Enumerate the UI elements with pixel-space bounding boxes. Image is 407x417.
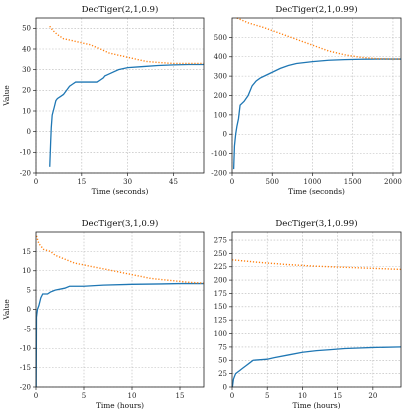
x-tick-label: 30: [123, 178, 132, 186]
panel-dectiger-2-1-0.99: 0 500 1000 1500 2000 -200 -100 0 100 200 300 400 500…: [211, 4, 402, 196]
chart-title: DecTiger(2,1,0.9): [82, 4, 159, 15]
x-tick-label: 2000: [384, 178, 402, 186]
y-tick-label: 10: [22, 107, 31, 115]
x-tick-label: 5: [265, 392, 269, 400]
y-tick-label: 200: [214, 92, 227, 100]
x-tick-label: 45: [169, 178, 178, 186]
y-tick-label: 0: [27, 128, 31, 136]
y-tick-label: 25: [218, 370, 227, 378]
x-tick-label: 15: [176, 392, 185, 400]
y-tick-label: 50: [22, 25, 31, 33]
chart-title: DecTiger(2,1,0.99): [275, 4, 357, 15]
y-tick-label: -15: [20, 364, 31, 372]
x-tick-label: 20: [368, 392, 377, 400]
y-axis-label: Value: [2, 85, 11, 107]
y-tick-label: -100: [211, 150, 227, 158]
x-tick-label: 5: [82, 392, 86, 400]
y-tick-label: 250: [214, 250, 227, 258]
x-axis-label: Time (seconds): [92, 187, 149, 196]
series-line-1: [236, 17, 401, 60]
x-tick-label: 10: [298, 392, 307, 400]
y-tick-label: -10: [20, 345, 31, 353]
x-tick-label: 0: [230, 178, 234, 186]
y-tick-label: 0: [27, 306, 31, 314]
x-tick-label: 0: [230, 392, 234, 400]
series-line-1: [231, 259, 402, 271]
x-tick-label: 500: [266, 178, 279, 186]
y-tick-label: 500: [214, 34, 227, 42]
x-axis-label: Time (seconds): [288, 187, 345, 196]
y-tick-label: 40: [22, 45, 31, 53]
series-line-0: [35, 282, 204, 388]
y-tick-label: 100: [214, 330, 227, 338]
x-tick-label: 15: [333, 392, 342, 400]
series-line-0: [49, 63, 204, 167]
y-tick-label: 50: [218, 357, 227, 365]
x-tick-label: 1000: [304, 178, 322, 186]
y-tick-label: 10: [22, 267, 31, 275]
series-line-0: [232, 58, 401, 170]
y-tick-label: -20: [20, 383, 31, 391]
x-tick-label: 10: [128, 392, 137, 400]
y-tick-label: -20: [20, 169, 31, 177]
y-tick-label: 175: [214, 290, 227, 298]
y-tick-label: 100: [214, 111, 227, 119]
y-tick-label: 0: [223, 131, 227, 139]
panel-dectiger-2-1-0.9: 0 15 30 45 -20 -10 0 10 20 30 40 50 DecTiger(2,1,0.9…: [2, 4, 205, 196]
y-tick-label: -5: [24, 325, 31, 333]
y-tick-label: 225: [214, 263, 227, 271]
axes-frame: [35, 17, 205, 174]
y-tick-label: -200: [211, 169, 227, 177]
series-line-0: [231, 346, 402, 388]
y-tick-label: 5: [27, 287, 31, 295]
y-tick-label: 20: [22, 87, 31, 95]
chart-title: DecTiger(3,1,0.9): [82, 218, 159, 229]
y-tick-label: -10: [20, 149, 31, 157]
panel-dectiger-3-1-0.99: 0 5 10 15 200255075100125150175200225250275D…: [214, 218, 402, 410]
x-tick-label: 1500: [344, 178, 362, 186]
y-tick-label: 15: [22, 248, 31, 256]
y-tick-label: 150: [214, 303, 227, 311]
series-line-1: [35, 235, 205, 284]
y-axis-label: Value: [2, 299, 11, 321]
y-tick-label: 400: [214, 53, 227, 61]
y-tick-label: 300: [214, 73, 227, 81]
x-tick-label: 0: [34, 392, 38, 400]
x-tick-label: 15: [77, 178, 86, 186]
y-tick-label: 125: [214, 317, 227, 325]
chart-title: DecTiger(3,1,0.99): [275, 218, 357, 229]
x-tick-label: 0: [34, 178, 38, 186]
y-tick-label: 30: [22, 66, 31, 74]
panel-dectiger-3-1-0.9: 0 5 10 15 -20 -15 -10 -5 0 5 10 15 DecTiger(3,1,0.9)…: [2, 218, 205, 410]
y-tick-label: 275: [214, 236, 227, 244]
y-tick-label: 75: [218, 343, 227, 351]
y-tick-label: 200: [214, 277, 227, 285]
x-axis-label: Time (hours): [292, 401, 340, 410]
y-tick-label: 0: [223, 383, 227, 391]
axes-frame: [231, 231, 402, 388]
x-axis-label: Time (hours): [96, 401, 144, 410]
series-line-1: [49, 25, 204, 65]
